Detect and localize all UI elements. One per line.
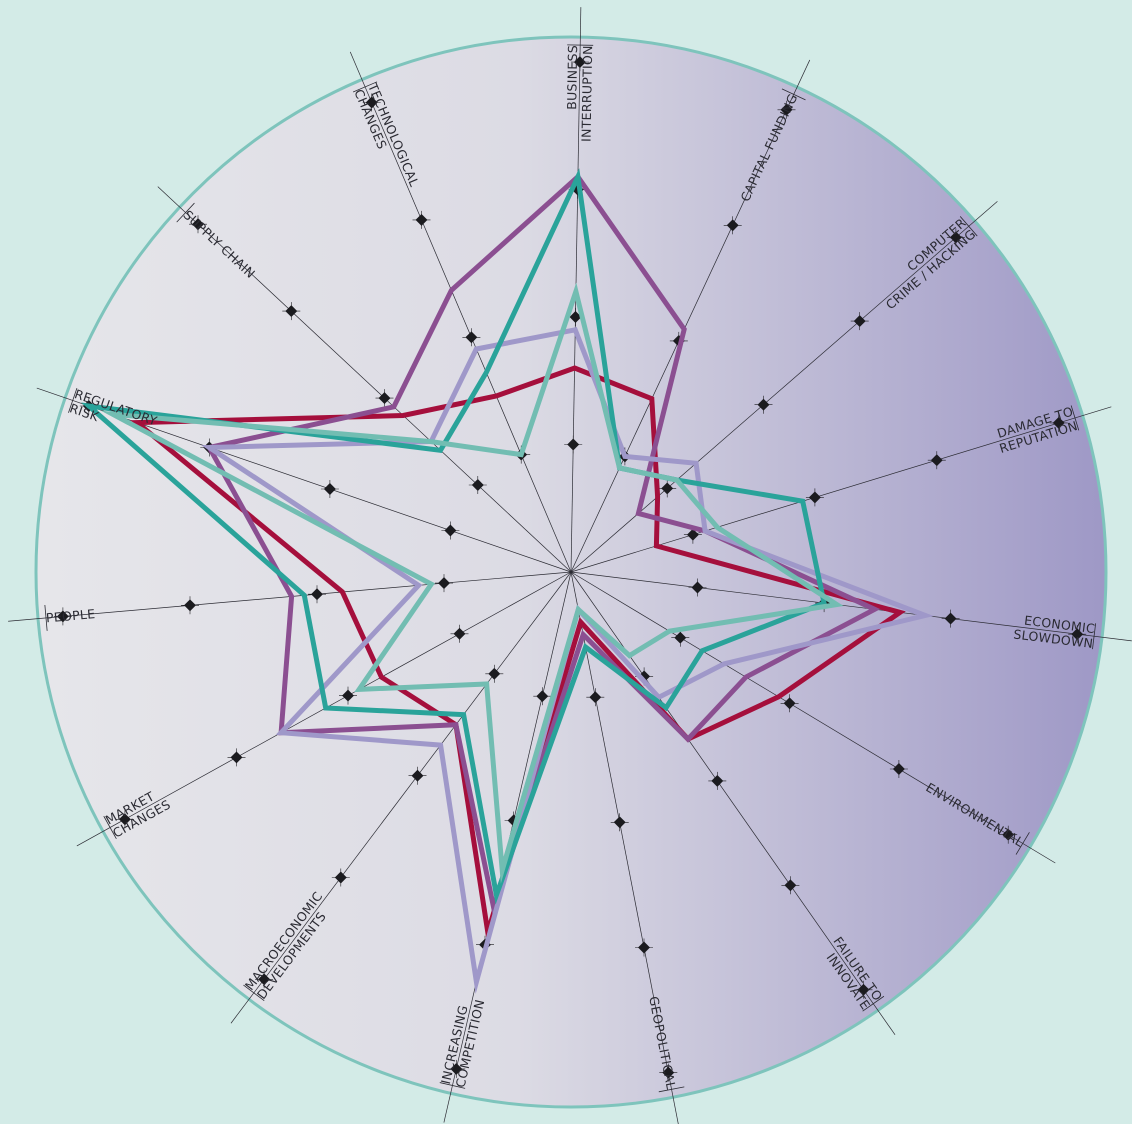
- axis-label: PEOPLE: [45, 606, 96, 625]
- radar-axis-line: [570, 59, 811, 573]
- radar-axis-tick: [658, 1086, 685, 1093]
- radar-axis-tick: [103, 815, 117, 840]
- radar-axis-line: [570, 571, 1132, 642]
- radar-axis-tick: [352, 81, 378, 93]
- radar-series-5: [100, 282, 844, 884]
- radar-axis-tick: [439, 1082, 466, 1089]
- radar-axis-tick: [862, 995, 885, 1012]
- radar-axis-tick: [68, 388, 78, 413]
- radar-axis-line: [570, 201, 998, 573]
- radar-axis-tick: [44, 604, 48, 631]
- radar-axis-tick: [781, 88, 806, 101]
- radar-axis-line: [230, 571, 572, 1024]
- radar-axis-line: [570, 406, 1112, 573]
- radar-axis-tick: [959, 216, 978, 237]
- radar-axis-line: [570, 571, 679, 1124]
- radar-axis-tick: [243, 984, 265, 1002]
- radar-axis-tick: [1070, 405, 1080, 431]
- radar-axis-tick: [1092, 623, 1097, 650]
- radar-series: [81, 168, 934, 995]
- radar-axis-tick: [176, 202, 195, 223]
- radar-series-3: [201, 326, 934, 995]
- axis-label: BUSINESSINTERRUPTION: [564, 45, 596, 142]
- radar-axis-tick: [1015, 832, 1030, 855]
- radar-axis-line: [570, 571, 1056, 864]
- radar-axis-line: [157, 186, 572, 573]
- radar-axis-line: [349, 51, 572, 573]
